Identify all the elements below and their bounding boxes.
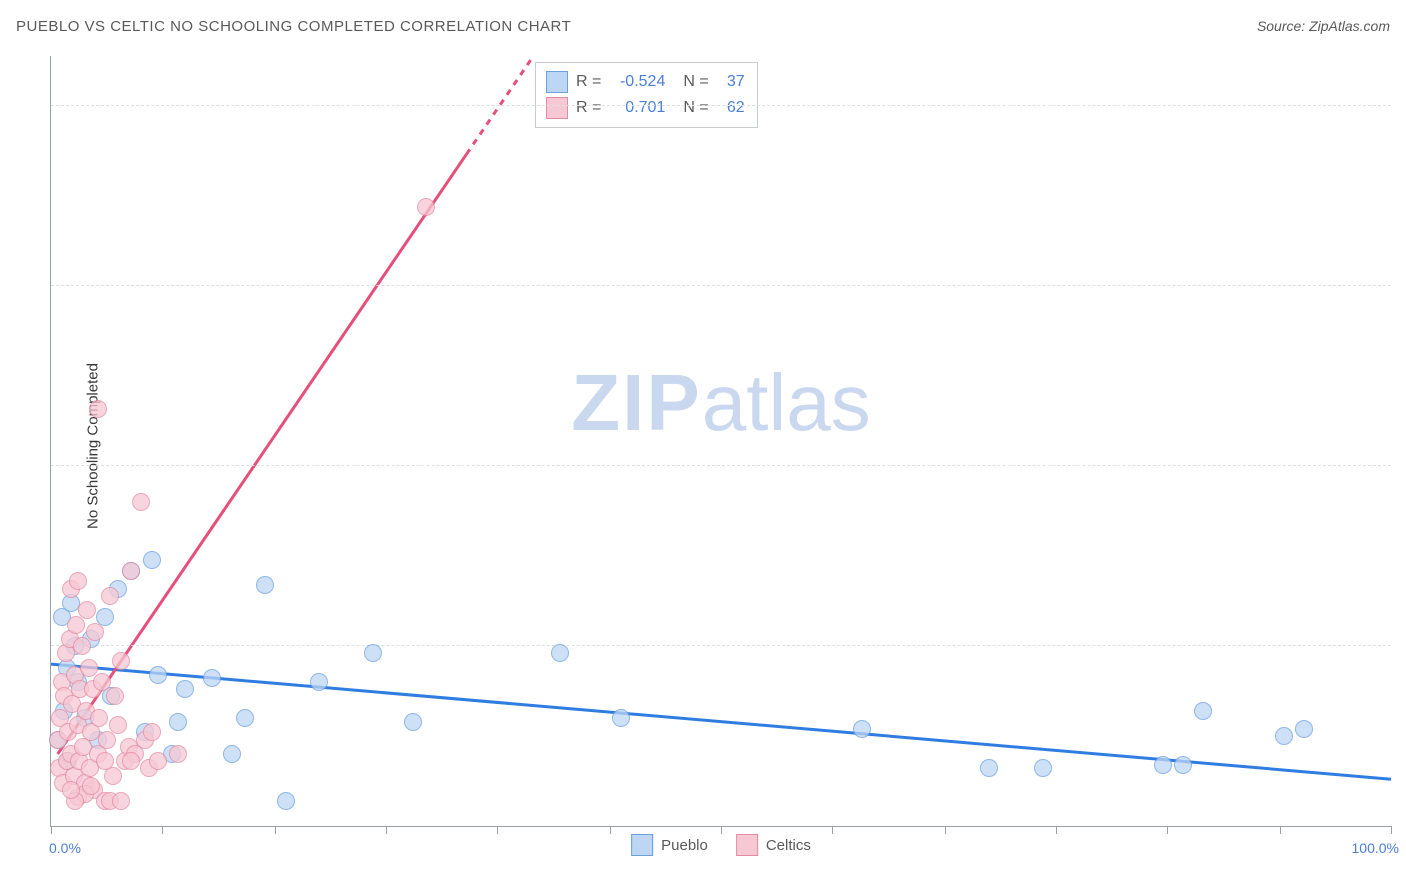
pueblo-point: [1275, 727, 1293, 745]
celtics-point: [112, 652, 130, 670]
x-tick: [497, 826, 498, 834]
celtics-point: [80, 659, 98, 677]
celtics-point: [112, 792, 130, 810]
x-axis-min-label: 0.0%: [49, 840, 81, 856]
pueblo-point: [980, 759, 998, 777]
trendlines-layer: [51, 56, 1391, 826]
pueblo-point: [256, 576, 274, 594]
pueblo-point: [1174, 756, 1192, 774]
correlation-stats-box: R = -0.524 N = 37 R = 0.701 N = 62: [535, 62, 758, 128]
source-prefix: Source:: [1257, 18, 1309, 34]
x-tick: [386, 826, 387, 834]
stats-row-pueblo: R = -0.524 N = 37: [546, 69, 745, 95]
legend-item-celtics: Celtics: [736, 834, 811, 856]
gridline: [51, 465, 1391, 466]
stat-r-value-celtics: 0.701: [609, 95, 665, 121]
pueblo-point: [1295, 720, 1313, 738]
stat-r-label: R =: [576, 95, 601, 121]
stat-r-label: R =: [576, 69, 601, 95]
pueblo-point: [176, 680, 194, 698]
pueblo-point: [551, 644, 569, 662]
pueblo-point: [404, 713, 422, 731]
celtics-legend-swatch: [736, 834, 758, 856]
celtics-point: [122, 752, 140, 770]
x-tick: [162, 826, 163, 834]
pueblo-point: [612, 709, 630, 727]
x-tick: [1280, 826, 1281, 834]
scatter-chart: ZIPatlas R =-0.524N =37R =0.701N =62 0.0…: [50, 56, 1391, 827]
pueblo-point: [169, 713, 187, 731]
pueblo-point: [310, 673, 328, 691]
pueblo-point: [236, 709, 254, 727]
stat-n-value-celtics: 62: [717, 95, 745, 121]
celtics-point: [82, 777, 100, 795]
pueblo-swatch: [546, 71, 568, 93]
celtics-point: [143, 723, 161, 741]
celtics-point: [86, 623, 104, 641]
stat-n-label: N =: [683, 95, 708, 121]
celtics-point: [122, 562, 140, 580]
x-tick: [51, 826, 52, 834]
legend: Pueblo Celtics: [631, 834, 811, 856]
pueblo-point: [223, 745, 241, 763]
chart-title: PUEBLO VS CELTIC NO SCHOOLING COMPLETED …: [16, 18, 571, 35]
legend-label-pueblo: Pueblo: [661, 837, 708, 854]
pueblo-point: [853, 720, 871, 738]
x-axis-max-label: 100.0%: [1352, 840, 1399, 856]
stat-n-value-pueblo: 37: [717, 69, 745, 95]
celtics-point: [69, 572, 87, 590]
pueblo-point: [149, 666, 167, 684]
celtics-point: [90, 709, 108, 727]
pueblo-point: [203, 669, 221, 687]
celtics-point: [73, 637, 91, 655]
celtics-point: [104, 767, 122, 785]
celtics-point: [149, 752, 167, 770]
watermark-light: atlas: [702, 358, 871, 447]
celtics-point: [109, 716, 127, 734]
x-tick: [832, 826, 833, 834]
celtics-point: [89, 400, 107, 418]
legend-label-celtics: Celtics: [766, 837, 811, 854]
pueblo-legend-swatch: [631, 834, 653, 856]
gridline: [51, 285, 1391, 286]
x-tick: [945, 826, 946, 834]
celtics-point: [169, 745, 187, 763]
stat-r-value-pueblo: -0.524: [609, 69, 665, 95]
source-attribution: Source: ZipAtlas.com: [1257, 18, 1390, 34]
pueblo-point: [1154, 756, 1172, 774]
pueblo-point: [364, 644, 382, 662]
watermark-bold: ZIP: [571, 358, 701, 447]
celtics-point: [101, 587, 119, 605]
pueblo-point: [277, 792, 295, 810]
x-tick: [1167, 826, 1168, 834]
stats-row-celtics: R = 0.701 N = 62: [546, 95, 745, 121]
gridline: [51, 105, 1391, 106]
pueblo-point: [1034, 759, 1052, 777]
celtics-point: [93, 673, 111, 691]
celtics-point: [106, 687, 124, 705]
x-tick: [275, 826, 276, 834]
x-tick: [1056, 826, 1057, 834]
celtics-swatch: [546, 97, 568, 119]
watermark: ZIPatlas: [571, 357, 870, 449]
stat-n-label: N =: [683, 69, 708, 95]
x-tick: [610, 826, 611, 834]
source-name: ZipAtlas.com: [1309, 18, 1390, 34]
celtics-point: [417, 198, 435, 216]
pueblo-point: [143, 551, 161, 569]
celtics-point: [62, 781, 80, 799]
pueblo-point: [1194, 702, 1212, 720]
gridline: [51, 645, 1391, 646]
x-tick: [1391, 826, 1392, 834]
celtics-point: [132, 493, 150, 511]
legend-item-pueblo: Pueblo: [631, 834, 708, 856]
x-tick: [721, 826, 722, 834]
celtics-point: [78, 601, 96, 619]
